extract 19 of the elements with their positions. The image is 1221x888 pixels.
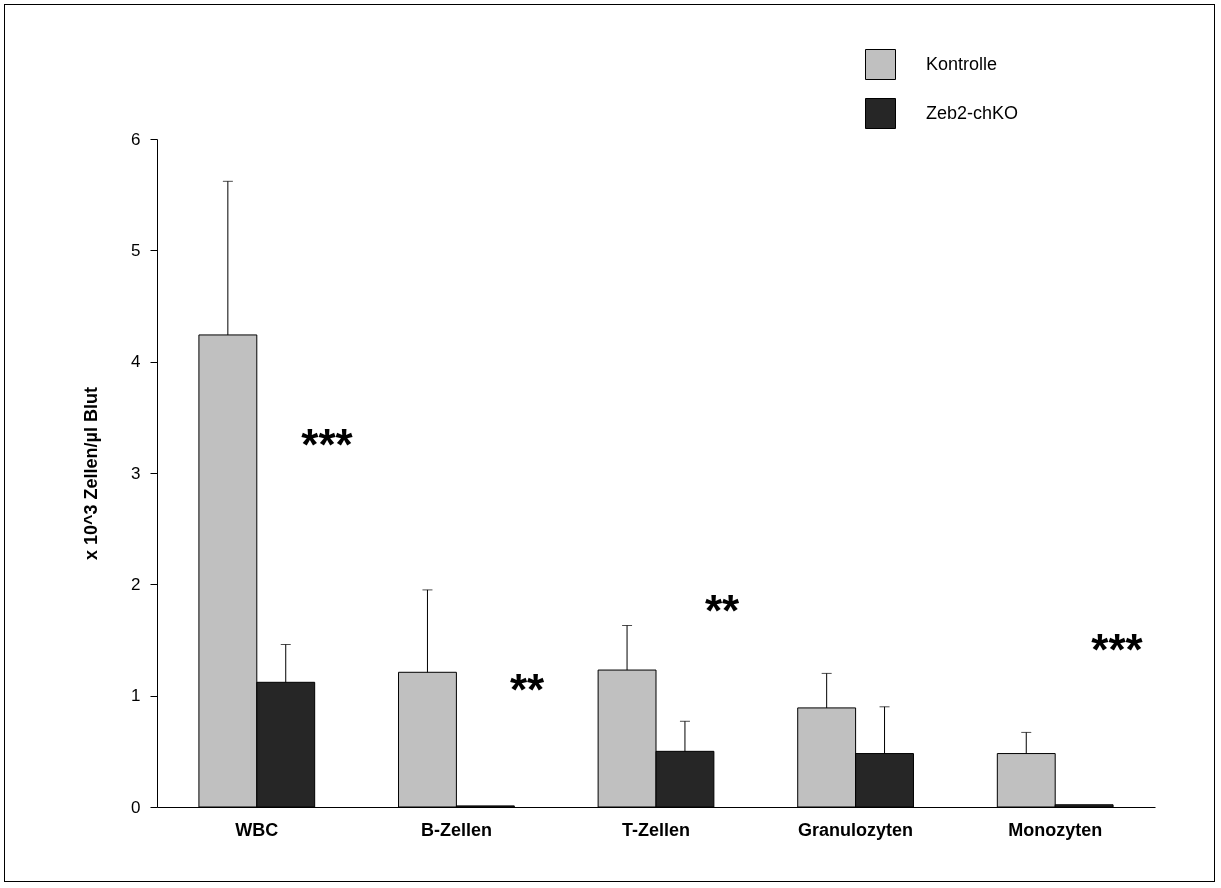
x-tick-label: Monozyten [1008,819,1103,840]
legend-label: Kontrolle [926,53,998,74]
x-tick-label: B-Zellen [420,819,492,840]
y-tick-label: 4 [131,352,141,372]
y-tick-label: 3 [131,463,141,483]
y-tick-label: 2 [131,574,141,594]
annotation: ** [509,665,545,714]
annotation: ** [704,586,740,635]
y-tick-label: 1 [131,686,141,706]
y-axis-title: x 10^3 Zellen/µl Blut [81,387,102,560]
annotation: *** [1091,625,1144,674]
y-tick-label: 0 [131,797,141,817]
legend-label: Zeb2-chKO [926,102,1019,123]
annotation: *** [301,420,354,469]
x-tick-label: T-Zellen [621,819,691,840]
x-tick-label: WBC [235,819,279,840]
y-tick-label: 6 [131,129,141,149]
x-tick-label: Granulozyten [798,819,914,840]
y-tick-label: 5 [131,240,141,260]
